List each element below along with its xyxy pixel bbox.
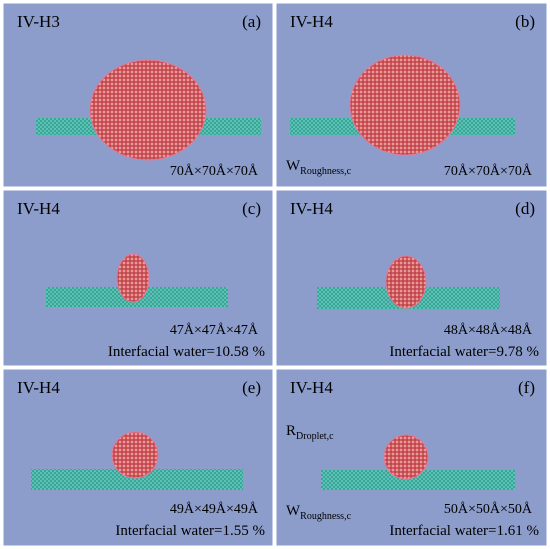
panel-background — [275, 2, 548, 188]
annotation: WRoughness,c — [286, 158, 352, 177]
panel-tag: (b) — [515, 12, 535, 31]
box-size: 50Å×50Å×50Å — [444, 501, 533, 517]
box-size: 70Å×70Å×70Å — [170, 163, 259, 179]
annotation-main: W — [286, 158, 301, 174]
annotation-main: W — [286, 503, 301, 519]
panel-tag: (a) — [242, 12, 261, 31]
panel: IV-H4 (d) 48Å×48Å×48Å Interfacial water=9.7… — [275, 189, 548, 367]
droplet — [383, 434, 429, 480]
annotation-main: R — [286, 423, 296, 439]
annotation: RDroplet,c — [286, 423, 334, 442]
annotation-sub: Droplet,c — [296, 431, 334, 442]
interfacial-water: Interfacial water=1.61 % — [389, 523, 539, 539]
droplet — [111, 431, 159, 479]
panel-tag: (d) — [515, 199, 535, 218]
droplet — [349, 54, 461, 156]
panel: IV-H4 (e) 49Å×49Å×49Å Interfacial water=1.5… — [2, 368, 274, 547]
panel-title: IV-H4 — [17, 378, 60, 397]
panel-tag: (f) — [518, 378, 535, 397]
box-size: 47Å×47Å×47Å — [170, 322, 259, 338]
panel-title: IV-H4 — [290, 199, 333, 218]
panel-tag: (c) — [242, 199, 261, 218]
box-size: 49Å×49Å×49Å — [170, 501, 259, 517]
panel-tag: (e) — [242, 378, 261, 397]
annotation: WRoughness,c — [286, 503, 352, 522]
droplet — [385, 255, 427, 309]
interfacial-water: Interfacial water=10.58 % — [108, 344, 265, 360]
annotation-sub: Roughness,c — [300, 166, 351, 177]
panel-title: IV-H4 — [290, 12, 333, 31]
annotation-sub: Roughness,c — [300, 511, 351, 522]
interfacial-water: Interfacial water=1.55 % — [115, 523, 265, 539]
droplet — [116, 253, 150, 303]
box-size: 70Å×70Å×70Å — [444, 163, 533, 179]
panel: IV-H4 (b) 70Å×70Å×70Å WRoughness,c — [275, 2, 548, 188]
box-size: 48Å×48Å×48Å — [444, 322, 533, 338]
substrate — [321, 470, 515, 490]
interfacial-water: Interfacial water=9.78 % — [389, 344, 539, 360]
panel-title: IV-H4 — [17, 199, 60, 218]
droplet — [89, 59, 207, 161]
panel-title: IV-H3 — [17, 12, 60, 31]
panel: IV-H4 (f) 50Å×50Å×50Å Interfacial water=1.6… — [275, 368, 548, 547]
panel: IV-H3 (a) 70Å×70Å×70Å — [2, 2, 274, 188]
panel-title: IV-H4 — [290, 378, 333, 397]
substrate — [31, 469, 243, 490]
panel: IV-H4 (c) 47Å×47Å×47Å Interfacial water=10.… — [2, 189, 274, 367]
